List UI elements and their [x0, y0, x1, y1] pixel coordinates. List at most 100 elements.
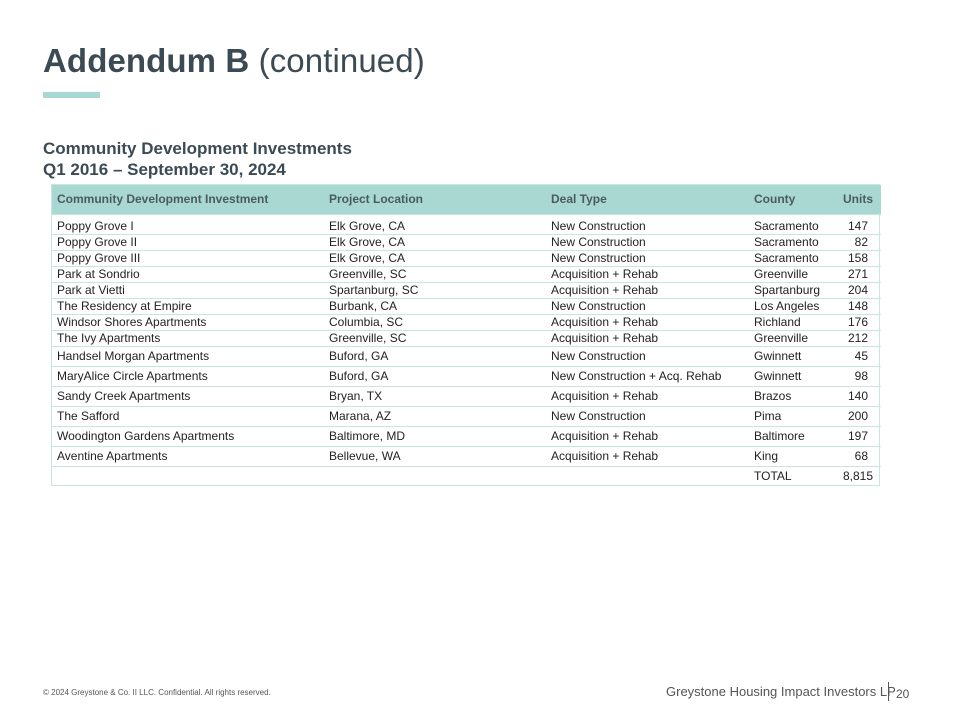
table-cell: Elk Grove, CA: [329, 219, 406, 233]
table-cell: Greenville, SC: [329, 331, 407, 345]
column-header: County: [754, 192, 796, 207]
table-cell: Bryan, TX: [329, 389, 383, 403]
table-cell: Acquisition + Rehab: [551, 389, 659, 403]
subtitle-line-1: Community Development Investments: [43, 139, 352, 158]
table-cell: New Construction: [551, 219, 646, 233]
title-accent-bar: [43, 92, 100, 98]
table-cell: 140: [847, 389, 868, 403]
total-label: TOTAL: [754, 468, 792, 483]
table-cell: Buford, GA: [329, 369, 389, 383]
page-number: 20: [896, 687, 910, 701]
table-cell: Marana, AZ: [329, 409, 392, 423]
table-cell: Columbia, SC: [329, 315, 404, 329]
table-cell: Greenville: [754, 267, 809, 281]
table-cell: New Construction: [551, 235, 646, 249]
table-cell: New Construction: [551, 299, 646, 313]
table-cell: Sacramento: [754, 235, 819, 249]
table-cell: 68: [854, 449, 868, 463]
table-cell: Gwinnett: [754, 369, 802, 383]
table-cell: 98: [854, 369, 868, 383]
table-cell: Park at Vietti: [57, 283, 125, 297]
table-cell: 45: [854, 349, 868, 363]
table-row: The Ivy Apartments Greenville, SC Acquisit…: [52, 330, 881, 346]
table-total-row: TOTAL 8,815: [52, 466, 881, 485]
table-cell: Elk Grove, CA: [329, 235, 406, 249]
table-cell: Sacramento: [754, 219, 819, 233]
table-cell: Greenville: [754, 331, 809, 345]
table-row: Park at Sondrio Greenville, SC Acquisition…: [52, 266, 881, 282]
column-header: Community Development Investment: [57, 192, 269, 207]
table-cell: Poppy Grove II: [57, 235, 138, 249]
table-cell: 82: [854, 235, 868, 249]
table-row: Sandy Creek Apartments Bryan, TX Acquisiti…: [52, 386, 881, 406]
table-row: Woodington Gardens Apartments Baltimore, …: [52, 426, 881, 446]
table-cell-empty: [546, 466, 749, 485]
table-cell-empty: [324, 466, 546, 485]
table-cell: Acquisition + Rehab: [551, 331, 659, 345]
table-cell: Poppy Grove I: [57, 219, 134, 233]
table-cell: Burbank, CA: [329, 299, 398, 313]
table-cell: Buford, GA: [329, 349, 389, 363]
table-cell: 147: [847, 219, 868, 233]
investments-table: Community Development Investment Project…: [51, 184, 881, 486]
copyright-notice: © 2024 Greystone & Co. II LLC. Confident…: [43, 688, 271, 697]
table-cell: Pima: [754, 409, 782, 423]
table-row: Handsel Morgan Apartments Buford, GA New C…: [52, 346, 881, 366]
table-cell: Baltimore, MD: [329, 429, 406, 443]
table-cell: Richland: [754, 315, 801, 329]
table-cell: Los Angeles: [754, 299, 820, 313]
table-cell: Acquisition + Rehab: [551, 267, 659, 281]
table-cell: Sacramento: [754, 251, 819, 265]
table-cell: New Construction: [551, 409, 646, 423]
company-name: Greystone Housing Impact Investors LP: [666, 684, 896, 699]
table-cell: Acquisition + Rehab: [551, 449, 659, 463]
subtitle-line-2: Q1 2016 – September 30, 2024: [43, 160, 286, 179]
table-cell: Park at Sondrio: [57, 267, 140, 281]
column-header: Project Location: [329, 192, 424, 207]
table-cell: Poppy Grove III: [57, 251, 141, 265]
table-cell-empty: [52, 466, 324, 485]
footer-divider: [888, 682, 889, 701]
table-cell: 271: [847, 267, 868, 281]
table-cell: 148: [847, 299, 868, 313]
table-row: Poppy Grove II Elk Grove, CA New Construct…: [52, 234, 881, 250]
table-cell: New Construction: [551, 251, 646, 265]
table-cell: The Ivy Apartments: [57, 331, 161, 345]
table-cell: Greenville, SC: [329, 267, 407, 281]
table-header-row: Community Development Investment Project…: [52, 185, 881, 214]
table-row: Park at Vietti Spartanburg, SC Acquisition…: [52, 282, 881, 298]
table-cell: New Construction: [551, 349, 646, 363]
table-row: Poppy Grove I Elk Grove, CA New Constructi…: [52, 214, 881, 234]
column-header: Deal Type: [551, 192, 607, 207]
table-row: Poppy Grove III Elk Grove, CA New Construc…: [52, 250, 881, 266]
table-cell: Acquisition + Rehab: [551, 283, 659, 297]
table-row: MaryAlice Circle Apartments Buford, GA New…: [52, 366, 881, 386]
table-cell: 158: [847, 251, 868, 265]
table-row: The Safford Marana, AZ New Construction Pim…: [52, 406, 881, 426]
table-cell: 212: [847, 331, 868, 345]
page-title-suffix: (continued): [258, 42, 425, 79]
page-title-main: Addendum B: [43, 42, 250, 79]
table-cell: Sandy Creek Apartments: [57, 389, 191, 403]
table-row: Aventine Apartments Bellevue, WA Acquisiti…: [52, 446, 881, 466]
table-cell: Spartanburg, SC: [329, 283, 419, 297]
table-cell: Baltimore: [754, 429, 805, 443]
section-subtitle: Community Development Investments Q1 201…: [43, 138, 352, 180]
column-header: Units: [843, 192, 873, 207]
table-cell: Spartanburg: [754, 283, 821, 297]
table-cell: Handsel Morgan Apartments: [57, 349, 210, 363]
table-cell: Brazos: [754, 389, 792, 403]
table-cell: New Construction + Acq. Rehab: [551, 369, 722, 383]
table-cell: The Residency at Empire: [57, 299, 192, 313]
total-value: 8,815: [842, 468, 873, 483]
table-cell: 204: [847, 283, 868, 297]
table-cell: Gwinnett: [754, 349, 802, 363]
table-cell: The Safford: [57, 409, 120, 423]
table-cell: Acquisition + Rehab: [551, 429, 659, 443]
table-cell: King: [754, 449, 779, 463]
page-title: Addendum B (continued): [43, 42, 425, 80]
table-cell: Windsor Shores Apartments: [57, 315, 207, 329]
table-row: Windsor Shores Apartments Columbia, SC Acq…: [52, 314, 881, 330]
table-cell: 197: [847, 429, 868, 443]
table-cell: 200: [847, 409, 868, 423]
